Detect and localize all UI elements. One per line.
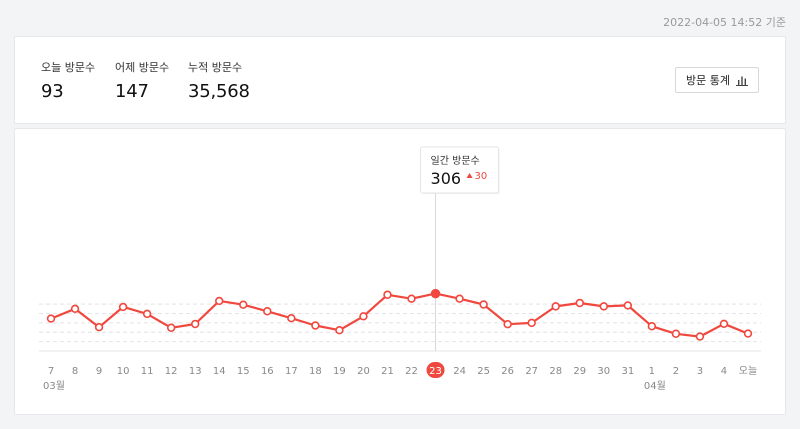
x-tick-label: 11 xyxy=(141,366,154,377)
x-tick-label: 20 xyxy=(357,366,370,377)
x-tick-label: 17 xyxy=(285,366,298,377)
data-point xyxy=(118,302,128,312)
x-tick-label: 30 xyxy=(597,366,610,377)
x-tick-label: 3 xyxy=(697,366,703,377)
data-point xyxy=(287,313,296,323)
x-tick-label: 8 xyxy=(72,366,78,377)
x-tick-label: 16 xyxy=(261,366,274,377)
daily-visits-chart-card: 7 8 9 10 11 12 13 14 15 16 17 18 19 20 21 22 23 24 25 26 27 2… xyxy=(14,128,786,415)
data-point xyxy=(503,319,512,329)
tooltip-value: 306 xyxy=(431,169,462,188)
timestamp: 2022-04-05 14:52 기준 xyxy=(663,16,786,29)
data-point xyxy=(455,294,464,303)
series-line xyxy=(50,292,749,338)
data-point xyxy=(599,302,608,311)
data-point xyxy=(46,314,56,323)
data-point xyxy=(671,329,681,338)
data-point xyxy=(94,322,104,332)
x-tick-label: 31 xyxy=(621,366,634,377)
x-tick-label: 25 xyxy=(477,366,490,377)
x-tick-label: 28 xyxy=(549,366,562,377)
x-tick-label: 26 xyxy=(501,366,514,377)
x-tick-label: 1 xyxy=(649,366,655,377)
yesterday-visits-value: 147 xyxy=(115,81,149,102)
tooltip-box xyxy=(420,146,500,194)
x-tick-label: 10 xyxy=(117,366,130,377)
data-point xyxy=(70,304,80,314)
data-point xyxy=(383,290,392,299)
data-point-selected xyxy=(430,288,441,299)
today-visits-label: 오늘 방문수 xyxy=(41,61,96,74)
data-point xyxy=(191,319,200,329)
x-tick-label: 4 xyxy=(721,366,727,377)
month-label: 03월 xyxy=(43,380,65,392)
data-point xyxy=(359,312,368,321)
data-point xyxy=(551,302,560,311)
data-point xyxy=(527,318,536,328)
x-tick-label-selected: 23 xyxy=(429,366,442,377)
x-tick-label: 22 xyxy=(405,366,418,377)
data-point xyxy=(239,300,248,309)
x-tick-label: 24 xyxy=(453,366,466,377)
visit-stats-button[interactable]: 방문 통계 xyxy=(675,67,759,93)
total-visits-stat: 누적 방문수 35,568 xyxy=(188,59,250,102)
triangle-up-icon xyxy=(466,173,473,178)
data-point xyxy=(215,296,224,306)
bar-chart-icon xyxy=(736,76,748,86)
data-point xyxy=(142,309,152,319)
today-visits-value: 93 xyxy=(41,81,64,102)
data-point xyxy=(311,321,320,330)
data-point xyxy=(407,294,416,303)
daily-visits-chart: 7 8 9 10 11 12 13 14 15 16 17 18 19 20 21 22 23 24 25 26 27 2… xyxy=(39,146,761,392)
tooltip-change: 30 xyxy=(475,171,488,182)
x-tick-label: 오늘 xyxy=(739,365,757,377)
x-tick-label: 7 xyxy=(48,366,54,377)
data-point xyxy=(263,307,272,316)
data-point xyxy=(623,301,633,310)
data-point xyxy=(743,329,753,338)
data-point xyxy=(719,319,729,329)
x-tick-label: 13 xyxy=(189,366,202,377)
x-tick-label: 19 xyxy=(333,366,346,377)
visit-stats-button-label: 방문 통계 xyxy=(686,74,730,87)
tooltip-title: 일간 방문수 xyxy=(431,155,480,167)
total-visits-value: 35,568 xyxy=(188,81,250,102)
month-label: 04월 xyxy=(644,380,666,392)
visitor-summary-card: 오늘 방문수 93 어제 방문수 147 누적 방문수 35,568 방문 통계 xyxy=(14,36,786,124)
total-visits-label: 누적 방문수 xyxy=(188,61,243,74)
x-tick-label: 14 xyxy=(213,366,226,377)
x-tick-label: 12 xyxy=(165,366,178,377)
selected-day-badge xyxy=(426,362,445,378)
yesterday-visits-stat: 어제 방문수 147 xyxy=(115,59,169,102)
x-tick-label: 27 xyxy=(525,366,538,377)
x-tick-label: 15 xyxy=(237,366,250,377)
data-point xyxy=(695,332,705,341)
x-tick-label: 9 xyxy=(96,366,102,377)
x-tick-label: 2 xyxy=(673,366,679,377)
x-tick-label: 21 xyxy=(381,366,394,377)
data-point xyxy=(166,323,176,332)
x-tick-label: 29 xyxy=(573,366,586,377)
yesterday-visits-label: 어제 방문수 xyxy=(115,61,170,74)
data-point xyxy=(575,298,584,308)
today-visits-stat: 오늘 방문수 93 xyxy=(41,59,95,102)
data-point xyxy=(479,300,488,309)
data-point xyxy=(647,322,657,331)
x-tick-label: 18 xyxy=(309,366,322,377)
data-point xyxy=(335,325,344,335)
